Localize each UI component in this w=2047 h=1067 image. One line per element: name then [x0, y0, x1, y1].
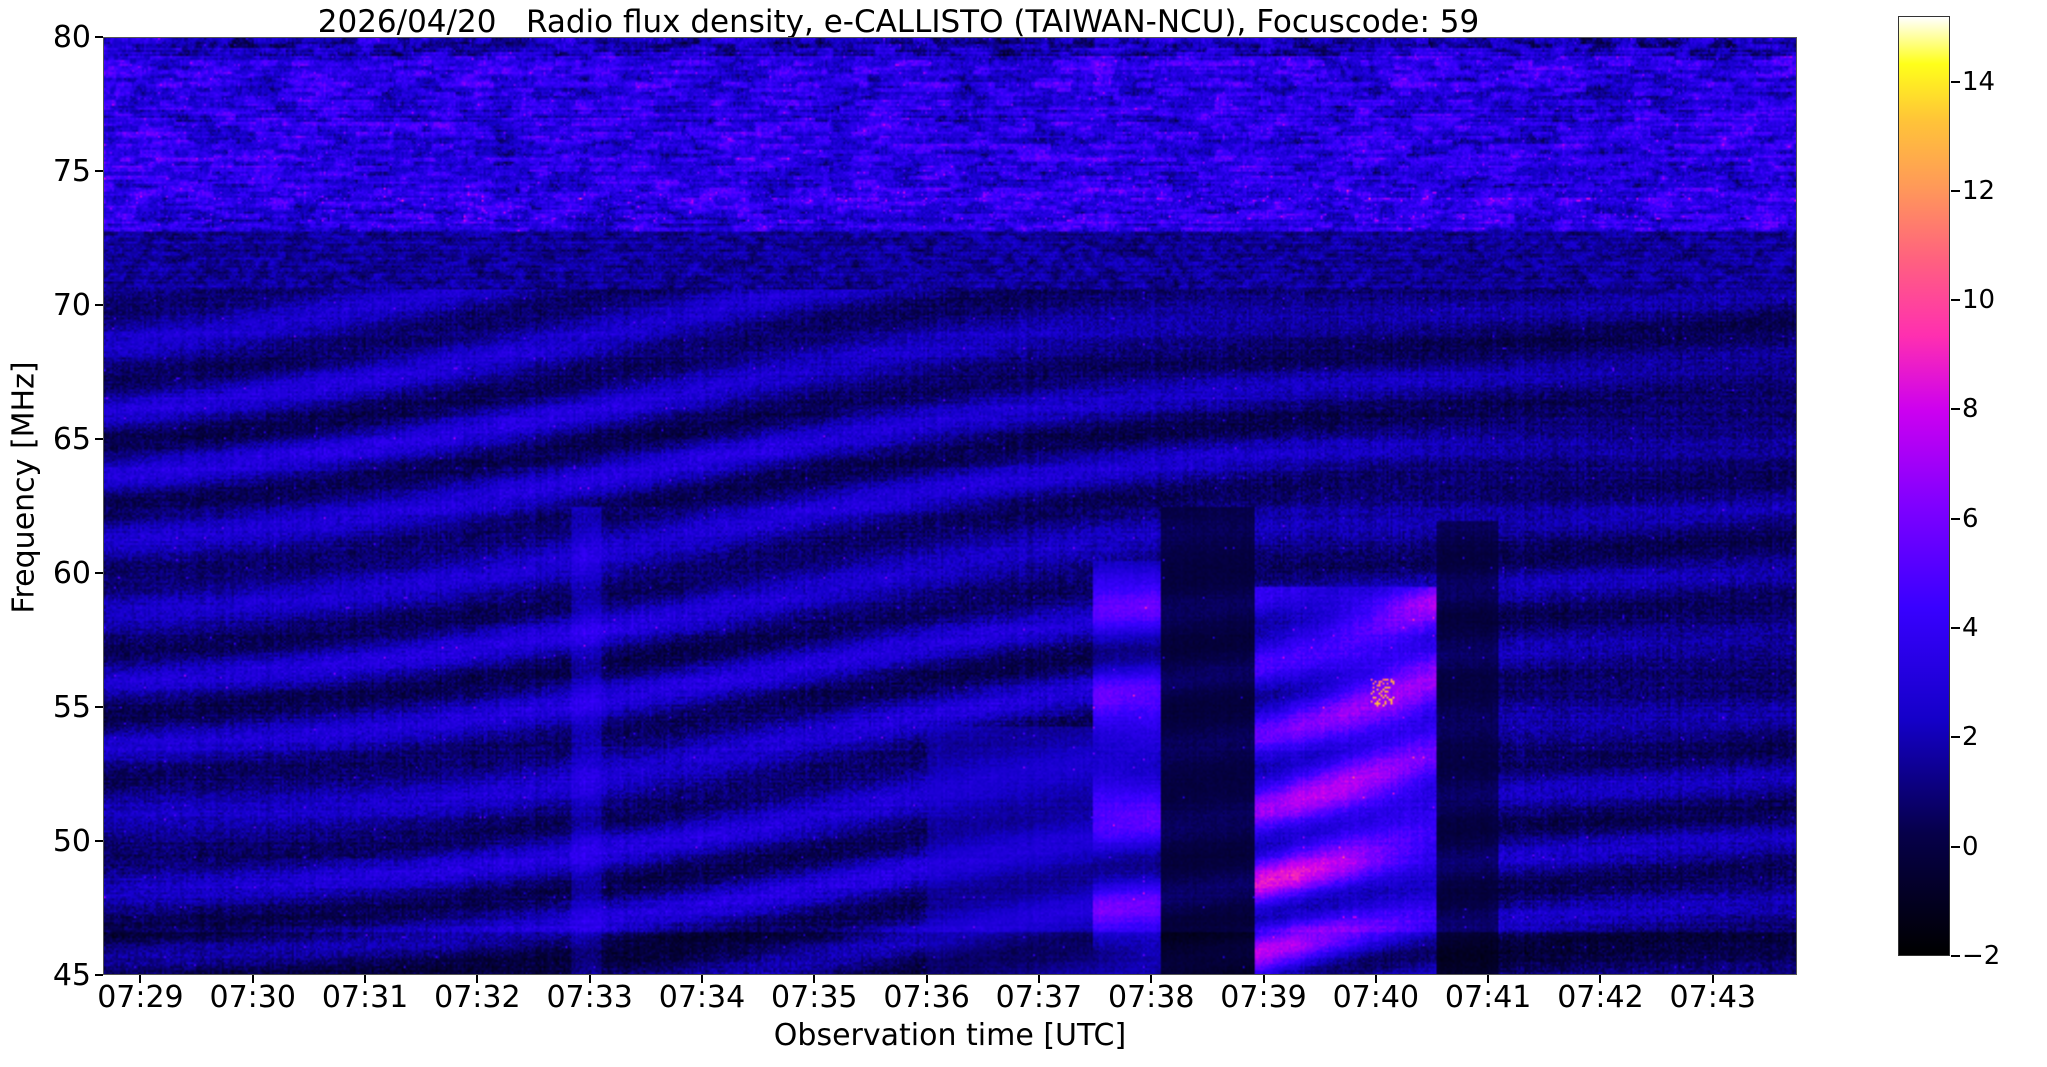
colorbar-tick-mark [1951, 627, 1960, 630]
spectrogram-axes [103, 37, 1797, 975]
y-tick-label: 55 [52, 690, 91, 725]
x-tick-mark [1711, 975, 1714, 983]
x-tick-mark [588, 975, 591, 983]
colorbar-tick-label: 12 [1962, 175, 1996, 206]
y-tick-label: 65 [52, 422, 91, 457]
y-tick-mark [95, 974, 103, 976]
x-tick-label: 07:34 [658, 980, 746, 1015]
colorbar-tick-mark [1951, 299, 1960, 302]
colorbar-tick-label: 10 [1962, 285, 1996, 316]
x-tick-label: 07:32 [434, 980, 521, 1015]
x-tick-label: 07:39 [1220, 980, 1307, 1015]
x-tick-label: 07:42 [1557, 980, 1644, 1015]
y-tick-label: 60 [52, 556, 91, 591]
colorbar-tick-mark [1951, 955, 1960, 957]
colorbar-tick-mark [1951, 517, 1960, 520]
y-tick-mark [95, 304, 103, 306]
y-tick-label: 80 [52, 20, 91, 55]
x-tick-label: 07:36 [883, 980, 970, 1015]
x-tick-mark [1599, 975, 1602, 983]
y-tick-label: 45 [52, 958, 91, 993]
x-tick-label: 07:37 [995, 980, 1083, 1015]
colorbar-tick-label: 6 [1962, 503, 1979, 534]
colorbar-tick-label: 4 [1962, 613, 1979, 644]
x-tick-mark [925, 975, 928, 983]
colorbar-tick-label: 8 [1962, 394, 1979, 425]
x-tick-label: 07:31 [321, 980, 409, 1015]
x-tick-label: 07:43 [1669, 980, 1756, 1015]
colorbar-tick-label: 2 [1962, 722, 1979, 753]
y-tick-label: 75 [52, 154, 91, 189]
x-tick-label: 07:35 [771, 980, 858, 1015]
y-tick-mark [95, 170, 103, 172]
x-tick-mark [1487, 975, 1490, 983]
y-tick-mark [95, 438, 103, 440]
x-tick-mark [700, 975, 703, 983]
colorbar-tick-mark [1951, 736, 1960, 739]
x-tick-mark [1262, 975, 1265, 983]
x-tick-label: 07:41 [1444, 980, 1532, 1015]
x-tick-label: 07:38 [1107, 980, 1195, 1015]
colorbar-tick-mark [1951, 189, 1960, 192]
colorbar-tick-mark [1951, 80, 1960, 83]
x-tick-label: 07:29 [97, 980, 184, 1015]
figure-title: 2026/04/20 Radio flux density, e-CALLIST… [317, 4, 1480, 40]
x-tick-label: 07:30 [209, 980, 296, 1015]
y-tick-mark [95, 706, 103, 708]
y-tick-mark [95, 840, 103, 842]
x-tick-mark [139, 975, 142, 983]
x-tick-mark [1037, 975, 1040, 983]
colorbar-gradient [1899, 17, 1949, 955]
colorbar-tick-mark [1951, 408, 1960, 411]
x-tick-mark [364, 975, 367, 983]
x-tick-mark [1374, 975, 1377, 983]
colorbar-tick-label: 14 [1962, 66, 1996, 97]
colorbar [1898, 16, 1950, 956]
x-tick-label: 07:33 [546, 980, 633, 1015]
y-tick-label: 70 [52, 288, 91, 323]
x-tick-label: 07:40 [1332, 980, 1420, 1015]
y-tick-label: 50 [52, 824, 91, 859]
x-tick-mark [1150, 975, 1153, 983]
x-tick-mark [813, 975, 816, 983]
colorbar-tick-mark [1951, 845, 1960, 848]
y-tick-mark [95, 572, 103, 574]
x-tick-mark [476, 975, 479, 983]
y-tick-mark [95, 36, 103, 38]
colorbar-tick-label: −2 [1962, 941, 2001, 971]
x-axis-label: Observation time [UTC] [773, 1018, 1127, 1053]
colorbar-tick-label: 0 [1962, 831, 1979, 862]
spectrogram-image [104, 38, 1796, 974]
x-tick-mark [251, 975, 254, 983]
